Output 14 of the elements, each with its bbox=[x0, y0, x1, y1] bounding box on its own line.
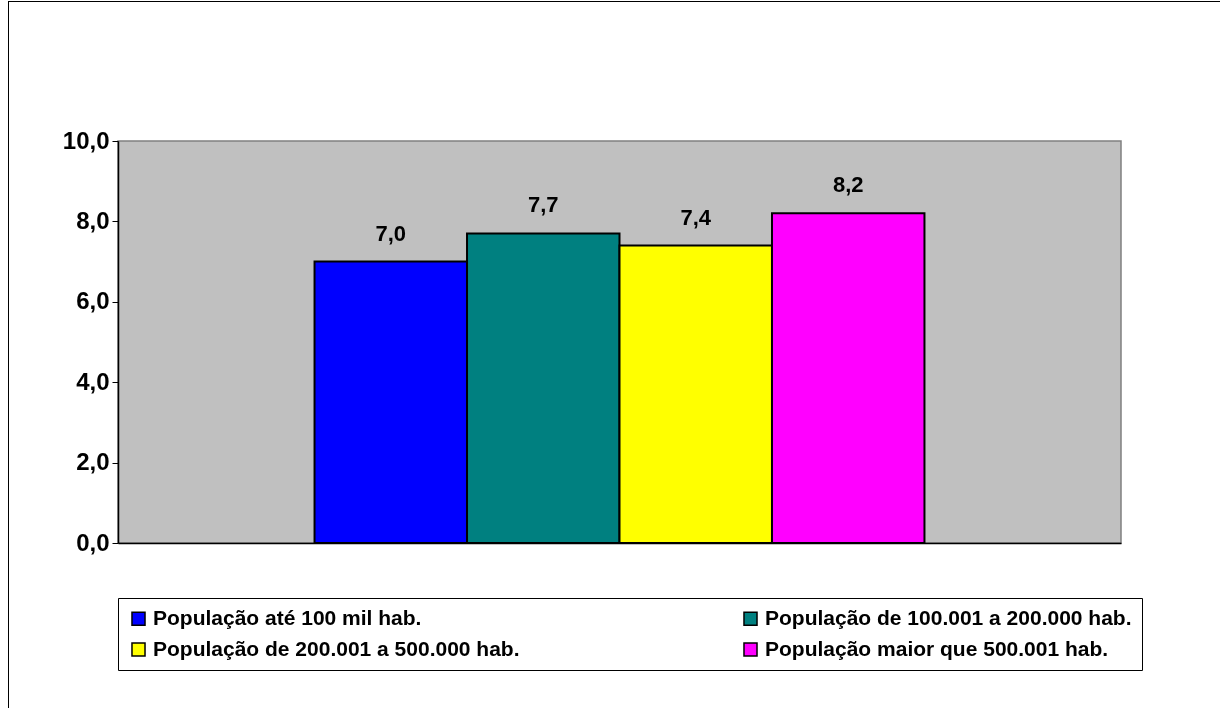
y-tick-label: 8,0 bbox=[76, 206, 110, 234]
legend-label: População de 200.001 a 500.000 hab. bbox=[153, 636, 520, 660]
y-tick-label: 2,0 bbox=[76, 448, 110, 476]
y-tick-label: 4,0 bbox=[76, 367, 110, 395]
data-label: 8,2 bbox=[832, 172, 864, 198]
legend-label: População de 100.001 a 200.000 hab. bbox=[765, 605, 1132, 629]
data-label: 7,0 bbox=[375, 220, 407, 246]
y-tick-label: 10,0 bbox=[62, 126, 110, 154]
legend-label: População maior que 500.001 hab. bbox=[765, 636, 1109, 660]
data-label: 7,7 bbox=[527, 192, 559, 218]
legend-label: População até 100 mil hab. bbox=[153, 605, 422, 629]
data-label: 7,4 bbox=[680, 204, 712, 230]
y-tick-label: 6,0 bbox=[76, 287, 110, 315]
y-tick-label: 0,0 bbox=[76, 528, 110, 556]
